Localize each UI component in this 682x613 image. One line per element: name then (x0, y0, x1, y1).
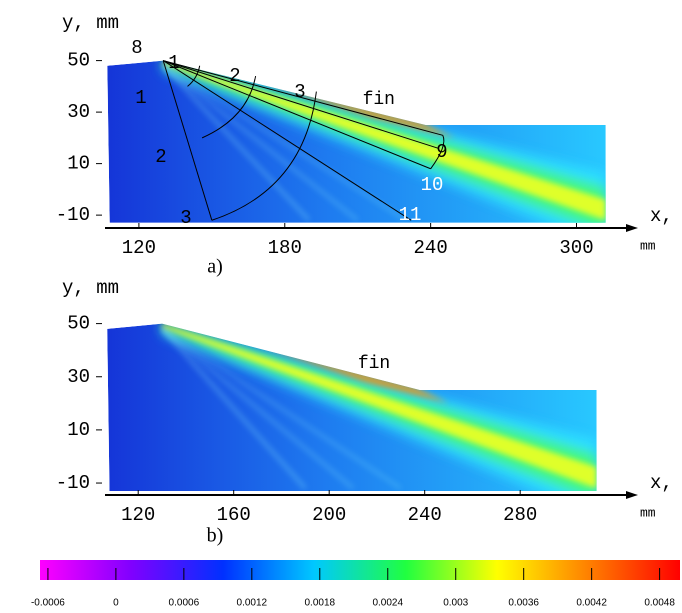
colorbar-tick-label: 0.0012 (237, 598, 268, 609)
x-tick-label: 180 (268, 237, 302, 259)
field (107, 60, 606, 223)
x-axis-unit: mm (640, 238, 656, 253)
annotation: fin (358, 354, 390, 374)
arc (187, 65, 201, 87)
field-band (162, 323, 597, 491)
point-label: 8 (131, 37, 142, 59)
ray (163, 60, 439, 149)
colorbar-tick-label: 0.0018 (304, 598, 335, 609)
panel-label: a) (207, 256, 223, 278)
x-tick-label: 240 (408, 504, 442, 526)
colorbar-tick-label: 0.0024 (372, 598, 403, 609)
field-band (162, 323, 597, 489)
ray (163, 60, 431, 170)
y-axis-label: y, mm (62, 277, 119, 299)
point-label: 3 (294, 81, 305, 103)
x-tick-label: 160 (217, 504, 251, 526)
x-tick-label: 300 (559, 237, 593, 259)
colorbar-tick-label: 0.0006 (169, 598, 200, 609)
y-tick-label: 50 (67, 50, 90, 72)
field-plot: 120 160 200 240 280 50 30 10 -10 y, mm x, mm b) fin (56, 277, 673, 547)
arc (430, 135, 445, 170)
point-label: 2 (229, 65, 240, 87)
field-plot: 120 180 240 300 50 30 10 -10 y, mm x, mm a) fin 8 1 2 3 1… (56, 12, 673, 278)
field (107, 323, 597, 491)
colorbar-tick-label: -0.0006 (31, 598, 65, 609)
field-band (163, 60, 606, 221)
x-axis-arrow (626, 491, 638, 499)
point-label: 2 (155, 146, 166, 168)
ray (162, 60, 412, 221)
ray (162, 60, 213, 221)
x-tick-label: 120 (121, 504, 155, 526)
colorbar-tick-label: 0 (113, 598, 119, 609)
arc (211, 91, 317, 221)
wave-line (160, 327, 402, 491)
point-label: 1 (135, 87, 146, 109)
x-tick-label: 240 (414, 237, 448, 259)
colorbar-tick-label: 0.0042 (576, 598, 607, 609)
panel-label: b) (207, 525, 224, 547)
y-tick-label: -10 (56, 204, 90, 226)
point-label: 9 (436, 141, 447, 163)
colorbar-tick-label: 0.003 (443, 598, 468, 609)
x-tick-label: 200 (312, 504, 346, 526)
point-label: 11 (399, 204, 422, 226)
y-tick-label: 30 (67, 101, 90, 123)
ray-fin (163, 60, 443, 136)
wave-line (162, 64, 408, 222)
wave-line (161, 64, 359, 222)
y-tick-label: 50 (67, 313, 90, 335)
wave-line (161, 64, 311, 222)
y-tick-label: 10 (67, 153, 90, 175)
wave-line (160, 327, 307, 490)
point-label: 3 (180, 207, 191, 229)
x-tick-label: 280 (503, 504, 537, 526)
point-label: 1 (168, 52, 179, 74)
x-tick-label: 120 (122, 237, 156, 259)
y-tick-label: 10 (67, 419, 90, 441)
arc (201, 75, 257, 139)
colorbar-tick-label: 0.0036 (508, 598, 539, 609)
annotation: fin (363, 90, 395, 110)
wave-line (160, 327, 355, 490)
colorbar-tick-label: 0.0048 (644, 598, 675, 609)
x-axis-label: x, (650, 205, 673, 227)
x-axis-unit: mm (640, 505, 656, 520)
colorbar (40, 560, 680, 580)
y-tick-label: 30 (67, 366, 90, 388)
y-tick-label: -10 (56, 472, 90, 494)
point-label: 10 (421, 174, 444, 196)
x-axis-label: x, (650, 472, 673, 494)
y-axis-label: y, mm (62, 12, 119, 34)
x-axis-arrow (626, 224, 638, 232)
